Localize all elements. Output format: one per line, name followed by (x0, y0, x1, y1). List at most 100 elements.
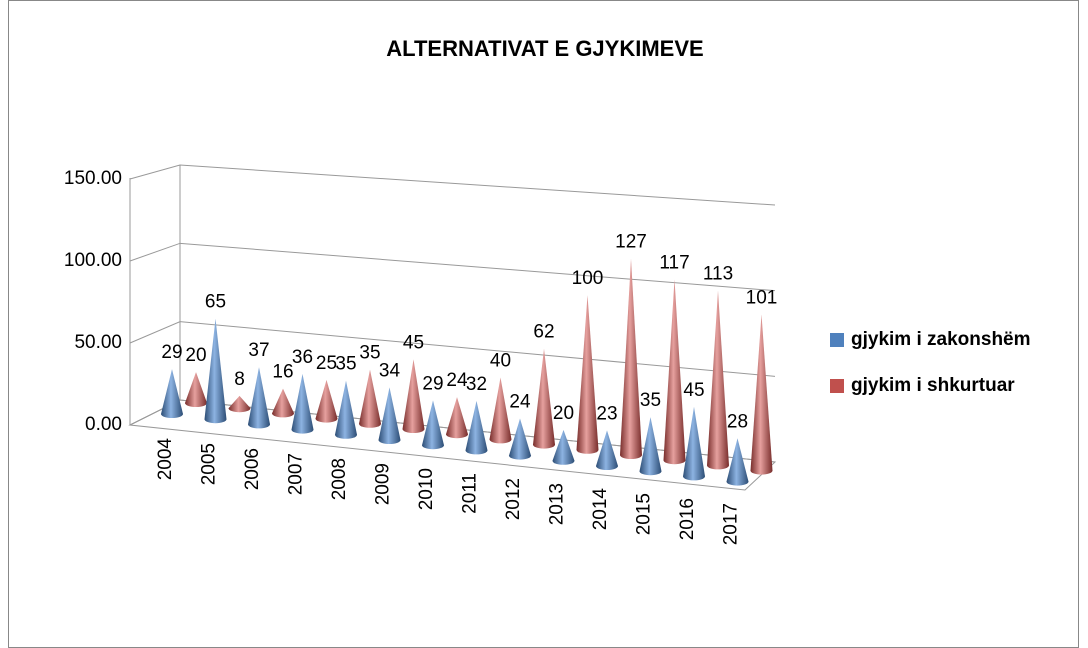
data-label: 20 (185, 345, 206, 366)
data-label: 24 (446, 370, 468, 391)
x-tick-label: 2004 (155, 438, 176, 481)
cone-part (465, 400, 488, 455)
cone (576, 295, 599, 454)
data-label: 65 (205, 292, 226, 313)
data-label: 29 (422, 373, 443, 394)
x-tick-label: 2008 (329, 458, 350, 500)
cone-part (663, 279, 686, 465)
cone-part (161, 369, 183, 418)
cone (378, 387, 401, 444)
data-label: 25 (316, 353, 337, 374)
data-label: 34 (379, 360, 401, 381)
y-tick-label: 150.00 (64, 168, 122, 189)
data-label: 23 (596, 403, 617, 424)
cone-part (359, 369, 381, 428)
cone-part (596, 430, 618, 470)
cone-part (204, 318, 227, 424)
chart-title: ALTERNATIVAT E GJYKIMEVE (386, 36, 703, 61)
cone-part (248, 367, 270, 429)
cone (533, 348, 555, 449)
cone-part (533, 348, 555, 449)
cone (185, 372, 207, 407)
x-tick-label: 2010 (416, 468, 437, 510)
cone (683, 406, 705, 481)
x-tick-label: 2007 (286, 453, 307, 495)
cone (335, 380, 357, 439)
grid-line (129, 242, 776, 292)
legend-label: gjykim i shkurtuar (851, 375, 1015, 396)
data-label: 35 (335, 354, 356, 375)
data-label: 29 (161, 342, 182, 363)
cone (359, 369, 381, 428)
cone (161, 369, 183, 418)
data-label: 117 (659, 252, 689, 273)
cone (489, 377, 512, 444)
chart-frame (8, 0, 1079, 648)
data-label: 45 (403, 332, 424, 353)
grid-line (129, 164, 776, 206)
data-label: 8 (234, 369, 245, 390)
cone (726, 438, 749, 486)
data-label: 28 (727, 411, 748, 432)
cone (422, 400, 444, 450)
cone-part (489, 377, 512, 444)
x-tick-label: 2014 (590, 488, 611, 531)
cone-part (726, 438, 749, 486)
y-tick-label: 0.00 (85, 414, 122, 435)
data-label: 20 (553, 403, 574, 424)
cone (596, 430, 618, 470)
data-label: 35 (359, 343, 380, 364)
cone-part (683, 406, 705, 481)
y-tick-label: 100.00 (64, 250, 122, 271)
data-label: 45 (683, 380, 704, 401)
data-label: 100 (572, 268, 604, 289)
cone (272, 388, 294, 418)
data-label: 36 (292, 347, 313, 368)
cone-part (272, 388, 294, 418)
cone (639, 417, 662, 476)
x-tick-label: 2012 (503, 478, 524, 520)
cone (402, 359, 425, 433)
cone-part (620, 258, 642, 459)
cone (663, 279, 686, 465)
cone-part (639, 417, 662, 476)
cone-part (185, 372, 207, 407)
legend-swatch (830, 333, 844, 347)
x-tick-label: 2017 (721, 503, 742, 545)
cone-part (291, 373, 314, 434)
cone (446, 397, 468, 439)
cone (248, 367, 270, 429)
cone (291, 373, 314, 434)
x-tick-label: 2013 (547, 483, 568, 525)
cone (204, 318, 227, 424)
grid-line (129, 399, 776, 463)
cone-part (402, 359, 425, 433)
cone (552, 429, 575, 465)
data-label: 62 (533, 322, 554, 343)
cone-part (315, 379, 338, 423)
cone-part (509, 418, 531, 460)
cone (750, 314, 773, 475)
data-label: 16 (272, 362, 293, 383)
cone-part (707, 290, 729, 470)
data-label: 24 (509, 391, 531, 412)
x-tick-label: 2005 (199, 443, 220, 485)
grid-line (129, 321, 776, 377)
data-label: 127 (615, 232, 647, 253)
data-label: 35 (640, 390, 661, 411)
x-tick-label: 2006 (242, 448, 263, 490)
cone-part (228, 395, 251, 413)
cone-part (576, 295, 599, 454)
data-label: 37 (248, 340, 269, 361)
cone (707, 290, 729, 470)
cone-part (378, 387, 401, 444)
cone (465, 400, 488, 455)
cone-part (552, 429, 575, 465)
data-label: 113 (703, 264, 733, 285)
x-tick-label: 2015 (634, 493, 655, 535)
cone-part (446, 397, 468, 439)
data-label: 101 (746, 287, 778, 308)
data-label: 40 (490, 351, 511, 372)
y-tick-label: 50.00 (74, 332, 122, 353)
